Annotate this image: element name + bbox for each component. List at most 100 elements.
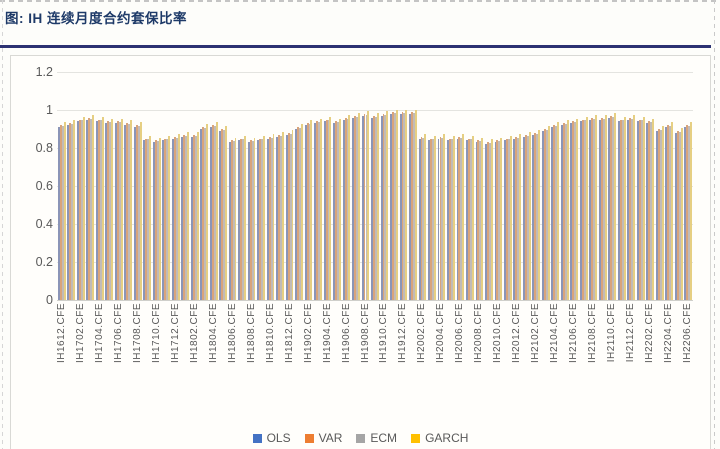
bar-ols-IH1704.CFE: [95, 121, 98, 300]
bar-ols-IH1802.CFE: [190, 136, 193, 300]
x-tick-label: IH2008.CFE: [473, 303, 485, 364]
bar-var-IH1709.CFE: [145, 138, 148, 300]
bar-garch-IH2006.CFE: [462, 133, 465, 300]
bar-garch-IH2107.CFE: [585, 116, 588, 300]
bar-ecm-IH1801.CFE: [185, 135, 188, 300]
bar-garch-IH1711.CFE: [168, 135, 171, 300]
chart-legend: OLS VAR ECM GARCH: [11, 431, 710, 445]
bar-var-IH2206.CFE: [686, 125, 689, 300]
bar-ecm-IH1706.CFE: [118, 122, 121, 300]
bar-garch-IH1708.CFE: [139, 122, 142, 300]
bar-ols-IH1612.CFE: [57, 127, 60, 300]
x-tick-label: IH1902.CFE: [302, 303, 314, 364]
x-tick-label: IH2102.CFE: [530, 303, 542, 364]
legend-swatch-garch: [411, 433, 421, 443]
y-tick-label: 0.2: [35, 255, 53, 269]
bar-var-IH1902.CFE: [306, 123, 309, 300]
bar-var-IH1805.CFE: [221, 129, 224, 300]
bar-var-IH1911.CFE: [392, 111, 394, 300]
legend-swatch-ecm: [356, 433, 366, 443]
bar-var-IH1906.CFE: [344, 117, 347, 300]
bar-garch-IH1910.CFE: [386, 110, 389, 300]
bar-var-IH1707.CFE: [126, 123, 129, 300]
page-left-dashed-border: [2, 0, 3, 449]
bar-garch-IH1805.CFE: [225, 126, 227, 300]
bar-garch-IH2109.CFE: [604, 114, 607, 300]
bar-ecm-IH2001.CFE: [412, 112, 415, 300]
bar-ols-IH2103.CFE: [541, 130, 544, 300]
bar-garch-IH1703.CFE: [92, 114, 95, 300]
bar-ols-IH2012.CFE: [513, 138, 516, 300]
bar-garch-IH2010.CFE: [500, 137, 503, 300]
x-tick-label: IH1702.CFE: [74, 303, 86, 364]
bar-garch-IH1908.CFE: [367, 110, 370, 300]
bar-var-IH2007.CFE: [467, 138, 470, 300]
bar-garch-IH2202.CFE: [652, 118, 655, 300]
bar-var-IH1702.CFE: [78, 119, 81, 300]
y-tick-label: 1.2: [35, 65, 53, 79]
x-tick-label: IH1706.CFE: [112, 303, 124, 364]
bar-ols-IH2203.CFE: [655, 130, 658, 300]
x-tick-label: IH1708.CFE: [131, 303, 143, 364]
bar-ecm-IH1901.CFE: [299, 128, 301, 300]
bar-garch-IH1806.CFE: [234, 137, 237, 300]
bar-ols-IH1904.CFE: [323, 121, 326, 300]
bar-ecm-IH1712.CFE: [175, 137, 178, 300]
bar-ols-IH2201.CFE: [636, 121, 639, 300]
bar-ecm-IH2205.CFE: [678, 131, 681, 300]
bar-garch-IH2102.CFE: [538, 129, 541, 300]
bar-var-IH2011.CFE: [505, 138, 508, 300]
bar-ols-IH1801.CFE: [181, 136, 184, 300]
bar-ols-IH1902.CFE: [304, 125, 307, 300]
bar-var-IH2111.CFE: [619, 119, 622, 300]
bar-garch-IH2108.CFE: [595, 114, 598, 300]
bar-ols-IH2107.CFE: [579, 121, 582, 300]
bar-ecm-IH1707.CFE: [128, 124, 131, 300]
bar-ols-IH1905.CFE: [333, 123, 336, 300]
bar-var-IH1703.CFE: [88, 117, 91, 300]
bar-ols-IH1912.CFE: [399, 113, 402, 300]
legend-swatch-var: [304, 433, 314, 443]
x-tick-label: IH2108.CFE: [587, 303, 599, 364]
bar-ecm-IH2009.CFE: [488, 143, 491, 300]
bar-var-IH2102.CFE: [534, 132, 537, 300]
bar-garch-IH1803.CFE: [206, 124, 209, 300]
y-tick-label: 1: [46, 103, 53, 117]
bar-garch-IH2205.CFE: [680, 128, 683, 300]
bar-var-IH2004.CFE: [439, 136, 442, 300]
bar-var-IH1612.CFE: [59, 125, 62, 300]
bar-garch-IH1905.CFE: [338, 118, 341, 300]
bar-garch-IH1704.CFE: [101, 116, 104, 300]
chart-container: 0 0.2 0.4 0.6 0.8 1 1.2 IH1612.CFE IH1702.CFE IH…: [10, 55, 711, 449]
bar-ecm-IH1811.CFE: [280, 135, 282, 300]
bar-ecm-IH1912.CFE: [403, 112, 406, 300]
bar-var-IH1711.CFE: [164, 138, 167, 300]
bar-ecm-IH1806.CFE: [232, 141, 235, 300]
x-tick-label: IH1802.CFE: [188, 303, 200, 364]
bar-ecm-IH1902.CFE: [308, 124, 311, 300]
bar-var-IH2008.CFE: [477, 140, 480, 300]
x-tick-label: IH2110.CFE: [606, 303, 618, 363]
bar-var-IH1908.CFE: [363, 113, 366, 300]
bar-var-IH1905.CFE: [335, 121, 338, 300]
bar-ols-IH2104.CFE: [551, 127, 554, 300]
bar-ecm-IH1709.CFE: [147, 139, 150, 300]
bar-ols-IH2009.CFE: [485, 144, 487, 300]
bar-ols-IH1712.CFE: [171, 138, 174, 300]
bar-var-IH2204.CFE: [667, 125, 670, 300]
bar-var-IH2101.CFE: [524, 134, 527, 300]
bar-var-IH1903.CFE: [316, 121, 319, 300]
bar-var-IH2005.CFE: [448, 138, 451, 300]
y-tick-label: 0.8: [35, 141, 53, 155]
bar-ols-IH1807.CFE: [238, 140, 241, 300]
legend-item-var: VAR: [304, 431, 342, 445]
bar-garch-IH2112.CFE: [633, 114, 636, 300]
y-tick-label: 0.4: [35, 217, 53, 231]
bar-garch-IH1911.CFE: [395, 110, 398, 300]
x-tick-label: IH2010.CFE: [492, 303, 504, 364]
bar-ols-IH1803.CFE: [200, 129, 203, 300]
bar-garch-IH2111.CFE: [623, 116, 626, 300]
x-tick-label: IH1804.CFE: [207, 303, 219, 364]
x-tick-label: IH1810.CFE: [264, 303, 276, 364]
bar-ols-IH1711.CFE: [162, 140, 165, 300]
